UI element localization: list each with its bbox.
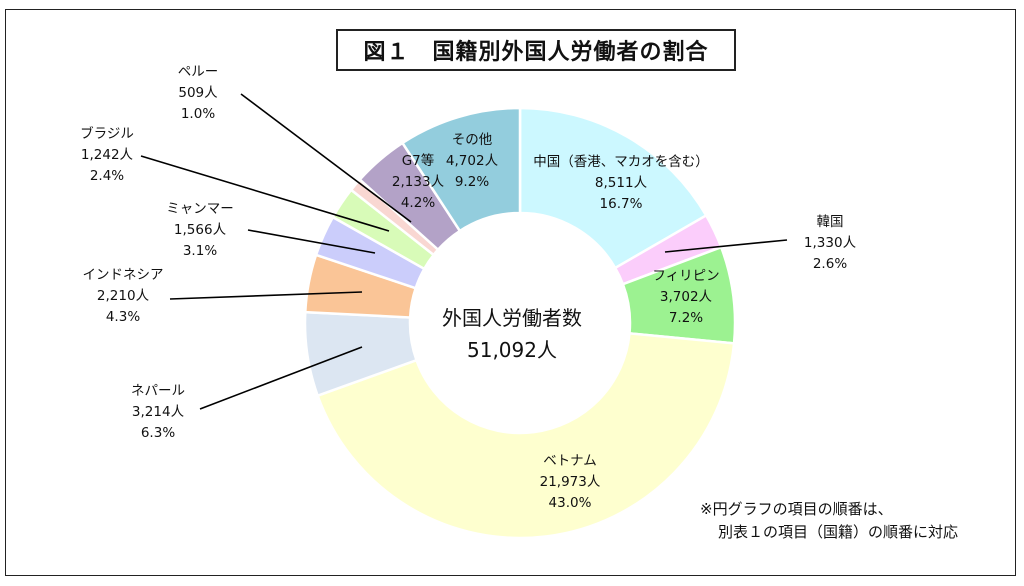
- slice-label-5: インドネシア 2,210人 4.3%: [83, 265, 164, 328]
- slice-label-value: 1,330人: [803, 235, 857, 251]
- slice-label-6: ミャンマー 1,566人 3.1%: [166, 199, 234, 262]
- slice-label-percent: 9.2%: [454, 174, 490, 190]
- slice-label-value: 4,702人: [445, 153, 499, 169]
- slice-label-value: 2,133人: [391, 174, 445, 190]
- slice-label-value: 8,511人: [594, 175, 648, 191]
- slice-label-3: ベトナム 21,973人 43.0%: [540, 451, 601, 514]
- slice-label-value: 3,214人: [131, 404, 185, 420]
- slice-label-name: G7等: [401, 153, 435, 169]
- slice-label-name: ミャンマー: [166, 201, 234, 217]
- leader-line-1: [664, 239, 788, 253]
- footnote-line-1: ※円グラフの項目の順番は、: [700, 500, 893, 518]
- leader-lines: [140, 93, 788, 410]
- slice-label-name: ペルー: [177, 64, 219, 80]
- slice-label-percent: 4.3%: [105, 309, 141, 325]
- slice-label-8: ペルー 509人 1.0%: [178, 62, 219, 125]
- slice-label-percent: 4.2%: [400, 195, 436, 211]
- slice-label-name: 中国（香港、マカオを含む）: [533, 154, 709, 170]
- center-label-title: 外国人労働者数: [442, 306, 582, 330]
- slice-label-value: 3,702人: [659, 289, 713, 305]
- slice-label-name: フィリピン: [652, 268, 720, 284]
- slice-label-name: インドネシア: [82, 267, 164, 283]
- slice-label-percent: 6.3%: [140, 425, 176, 441]
- slice-3: [316, 332, 736, 540]
- slice-label-percent: 16.7%: [599, 196, 643, 212]
- slice-label-name: ベトナム: [543, 453, 597, 469]
- slice-label-name: ブラジル: [80, 126, 134, 142]
- leader-line-6: [247, 229, 376, 254]
- slice-label-percent: 3.1%: [182, 243, 218, 259]
- slice-label-value: 509人: [178, 85, 218, 101]
- footnote: ※円グラフの項目の順番は、 別表１の項目（国籍）の順番に対応: [700, 498, 958, 544]
- slice-label-percent: 7.2%: [668, 310, 704, 326]
- slice-label-9: G7等 2,133人 4.2%: [392, 151, 444, 214]
- slice-label-value: 1,242人: [80, 147, 134, 163]
- slice-label-value: 21,973人: [539, 474, 601, 490]
- footnote-line-2: 別表１の項目（国籍）の順番に対応: [718, 523, 959, 541]
- slice-label-name: 韓国: [816, 214, 844, 230]
- slice-label-name: ネパール: [131, 383, 185, 399]
- slice-label-1: 韓国 1,330人 2.6%: [804, 212, 856, 275]
- slice-label-percent: 2.6%: [812, 256, 848, 272]
- slice-label-value: 1,566人: [173, 222, 227, 238]
- chart-title: 図１ 国籍別外国人労働者の割合: [336, 29, 736, 71]
- slice-label-name: その他: [451, 132, 493, 148]
- slice-label-2: フィリピン 3,702人 7.2%: [652, 266, 719, 329]
- slice-label-7: ブラジル 1,242人 2.4%: [80, 124, 134, 187]
- leader-line-5: [169, 291, 363, 300]
- slice-label-4: ネパール 3,214人 6.3%: [131, 381, 185, 444]
- chart-frame: [5, 9, 1016, 576]
- slice-label-value: 2,210人: [96, 288, 150, 304]
- center-total-label: 外国人労働者数 51,092人: [442, 302, 582, 366]
- slice-label-percent: 43.0%: [548, 495, 592, 511]
- leader-line-8: [240, 93, 412, 223]
- leader-line-4: [199, 346, 363, 410]
- donut-slices: [303, 106, 737, 540]
- leader-line-7: [140, 155, 390, 232]
- slice-0: [518, 106, 708, 270]
- slice-label-percent: 2.4%: [89, 168, 125, 184]
- center-label-total: 51,092人: [467, 338, 557, 362]
- slice-label-10: その他 4,702人 9.2%: [446, 130, 498, 193]
- slice-label-percent: 1.0%: [180, 106, 216, 122]
- slice-10: [400, 106, 522, 233]
- slice-label-0: 中国（香港、マカオを含む） 8,511人 16.7%: [533, 152, 709, 215]
